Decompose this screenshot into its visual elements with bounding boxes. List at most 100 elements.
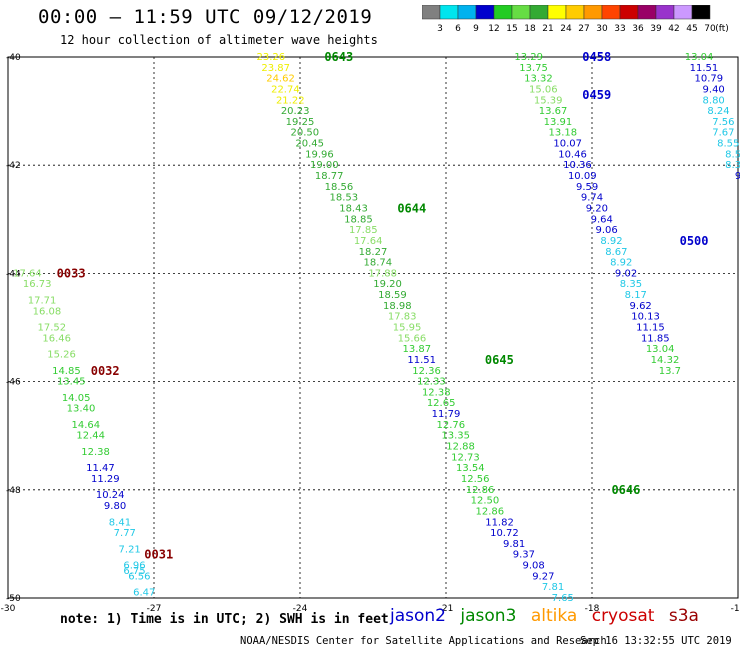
wave-height-label: 13.67 xyxy=(539,106,568,117)
scale-tick-label: 21 xyxy=(542,24,553,34)
scale-unit-label: (ft) xyxy=(715,24,729,34)
wave-height-label: 8.67 xyxy=(605,247,627,258)
wave-height-label: 12.86 xyxy=(475,506,504,517)
wave-height-label: 18.43 xyxy=(339,203,368,214)
wave-height-label: 11.79 xyxy=(432,409,461,420)
wave-height-label: 8.80 xyxy=(703,95,725,106)
scale-swatch xyxy=(691,5,711,20)
wave-height-label: 24.62 xyxy=(266,74,295,85)
wave-height-label: 15.95 xyxy=(393,323,422,334)
y-tick-label: -40 xyxy=(6,53,21,63)
wave-height-label: 20.50 xyxy=(291,128,320,139)
wave-height-label: 15.66 xyxy=(398,333,427,344)
x-tick-label: -27 xyxy=(147,604,162,614)
wave-height-label: 9.81 xyxy=(503,539,525,550)
wave-height-label: 18.27 xyxy=(359,247,388,258)
wave-height-label: 13.54 xyxy=(456,463,485,474)
wave-height-label: 7.21 xyxy=(119,544,141,555)
wave-height-label: 12.38 xyxy=(422,387,451,398)
scale-tick-label: 9 xyxy=(473,24,479,34)
x-tick-label: -21 xyxy=(439,604,454,614)
scale-tick-label: 42 xyxy=(668,24,679,34)
wave-height-label: 9.27 xyxy=(532,571,554,582)
scale-tick-label: 18 xyxy=(524,24,536,34)
wave-height-label: 18.74 xyxy=(364,258,393,269)
track-time-label: 0645 xyxy=(485,353,514,367)
x-tick-label: -24 xyxy=(293,604,308,614)
wave-height-label: 20.23 xyxy=(281,106,310,117)
wave-height-label: 9 xyxy=(735,171,740,182)
wave-height-label: 8.35 xyxy=(620,279,642,290)
wave-height-label: 21.22 xyxy=(276,95,305,106)
y-tick-label: -48 xyxy=(6,486,21,496)
wave-height-label: 9.62 xyxy=(630,301,652,312)
wave-height-label: 17.88 xyxy=(368,268,397,279)
wave-height-label: 12.33 xyxy=(417,377,446,388)
scale-tick-label: 45 xyxy=(686,24,697,34)
legend-altika: altika xyxy=(530,606,578,626)
scale-tick-label: 6 xyxy=(455,24,461,34)
wave-height-label: 12.88 xyxy=(446,442,475,453)
wave-height-label: 6.75 xyxy=(123,566,145,577)
wave-height-label: 18.56 xyxy=(325,182,354,193)
wave-height-label: 23.26 xyxy=(256,52,285,63)
wave-height-label: 17.83 xyxy=(388,312,417,323)
track-time-label: 0643 xyxy=(324,50,353,64)
wave-height-label: 15.26 xyxy=(47,350,76,361)
wave-height-label: 12.38 xyxy=(81,447,110,458)
wave-height-label: 7.77 xyxy=(114,528,136,539)
legend-cryosat: cryosat xyxy=(591,606,655,626)
wave-height-label: 12.86 xyxy=(466,485,495,496)
wave-height-label: 19.00 xyxy=(310,160,339,171)
wave-height-label: 13.75 xyxy=(519,63,548,74)
track-time-label: 0033 xyxy=(57,266,86,280)
wave-height-label: 12.36 xyxy=(412,366,441,377)
x-tick-label: -18 xyxy=(585,604,600,614)
wave-height-label: 9.64 xyxy=(591,214,613,225)
y-tick-label: -50 xyxy=(6,594,21,604)
wave-height-label: 8.41 xyxy=(109,517,131,528)
scale-tick-label: 70 xyxy=(704,24,716,34)
wave-height-label: 13.04 xyxy=(685,52,714,63)
wave-height-label: 8.55 xyxy=(717,139,739,150)
track-time-label: 0459 xyxy=(582,88,611,102)
wave-height-label: 20.45 xyxy=(295,139,324,150)
wave-height-label: 9.06 xyxy=(595,225,617,236)
wave-height-label: 11.51 xyxy=(690,63,719,74)
wave-height-label: 13.45 xyxy=(57,377,86,388)
x-tick-label: -15 xyxy=(731,604,740,614)
wave-height-label: 13.32 xyxy=(524,74,553,85)
wave-height-label: 13.87 xyxy=(402,344,431,355)
legend-jason3: jason3 xyxy=(460,606,517,626)
satellite-legend: jason2 jason3 altika cryosat s3a xyxy=(390,606,708,626)
wave-height-label: 17.85 xyxy=(349,225,378,236)
wave-height-label: 8.5 xyxy=(725,149,740,160)
wave-height-label: 13.29 xyxy=(514,52,543,63)
wave-height-label: 11.82 xyxy=(485,517,514,528)
wave-height-label: 12.56 xyxy=(461,474,490,485)
scale-tick-label: 24 xyxy=(560,24,572,34)
wave-height-label: 9.40 xyxy=(703,84,725,95)
wave-height-label: 8.92 xyxy=(610,258,632,269)
wave-height-label: 16.08 xyxy=(33,306,62,317)
wave-height-label: 18.77 xyxy=(315,171,344,182)
wave-height-label: 10.72 xyxy=(490,528,519,539)
wave-height-label: 12.50 xyxy=(471,496,500,507)
track-time-label: 0644 xyxy=(397,201,426,215)
wave-height-label: 9.08 xyxy=(522,561,544,572)
wave-height-label: 9.02 xyxy=(615,268,637,279)
wave-height-label: 19.25 xyxy=(286,117,315,128)
wave-height-label: 8.24 xyxy=(707,106,729,117)
wave-height-label: 14.85 xyxy=(52,366,81,377)
page-title: 00:00 — 11:59 UTC 09/12/2019 xyxy=(38,6,373,28)
scale-tick-label: 12 xyxy=(488,24,499,34)
wave-height-label: 7.65 xyxy=(552,593,574,604)
wave-height-label: 17.71 xyxy=(28,295,57,306)
track-time-label: 0032 xyxy=(91,364,120,378)
wave-height-label: 10.46 xyxy=(558,149,587,160)
y-tick-label: -44 xyxy=(6,269,21,279)
wave-height-label: 13.40 xyxy=(67,404,96,415)
wave-height-label: 18.85 xyxy=(344,214,373,225)
wave-height-label: 10.09 xyxy=(568,171,597,182)
